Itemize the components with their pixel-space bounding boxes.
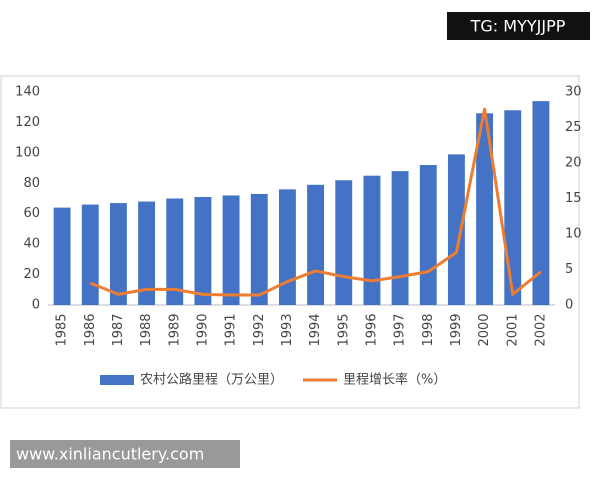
bar (391, 171, 409, 305)
y-tick-label: 140 (15, 85, 40, 100)
x-tick-label: 1987 (111, 313, 126, 346)
y-tick-label: 80 (23, 176, 40, 191)
bar (447, 154, 465, 305)
x-tick-label: 1992 (252, 313, 267, 346)
x-tick-label: 1999 (449, 313, 464, 346)
y-tick-label: 100 (15, 145, 40, 160)
x-tick-label: 1989 (167, 313, 182, 346)
bar (307, 184, 325, 305)
bar (335, 180, 353, 305)
bar (504, 110, 522, 305)
plot: 0 20 40 60 80 100 120 140 0 5 10 15 20 25 30 1985 1986 19… (15, 85, 581, 388)
y2-tick-label: 25 (565, 120, 582, 135)
line (89, 107, 542, 297)
x-tick-label: 1998 (421, 313, 436, 346)
y-tick-label: 20 (23, 267, 40, 282)
watermark-box (447, 12, 590, 40)
x-tick-label: 1986 (83, 313, 98, 346)
y2-tick-label: 20 (565, 156, 582, 171)
bar (53, 207, 71, 305)
x-tick-label: 2001 (505, 313, 520, 346)
x-tick-label: 1994 (308, 313, 323, 346)
watermark-box (10, 440, 240, 468)
x-tick-label: 1988 (139, 313, 154, 346)
bar (194, 196, 212, 305)
y-tick-label: 40 (23, 237, 40, 252)
bar (532, 101, 550, 305)
bar (278, 189, 296, 305)
x-tick-label: 1991 (224, 313, 239, 346)
legend-label: 里程增长率（%） (343, 372, 446, 388)
bar (81, 204, 99, 305)
x-tick-label: 2002 (533, 313, 548, 346)
x-tick-label: 1995 (336, 313, 351, 346)
bar (166, 198, 184, 305)
bar (222, 195, 240, 305)
x-tick-label: 2000 (477, 313, 492, 346)
x-tick-label: 1985 (55, 313, 70, 346)
watermark: TG: MYYJJPP (470, 17, 566, 36)
legend-label: 农村公路里程（万公里） (140, 372, 283, 388)
legend-swatch (100, 375, 134, 385)
bar (476, 113, 494, 305)
bar (419, 165, 437, 305)
x-tick-label: 1993 (280, 313, 295, 346)
bar (109, 203, 127, 305)
y2-tick-label: 15 (565, 191, 582, 206)
x-tick-label: 1990 (195, 313, 210, 346)
y-tick-label: 60 (23, 206, 40, 221)
x-tick-label: 1996 (364, 313, 379, 346)
x-tick-label: 1997 (393, 313, 408, 346)
watermark: www.xinliancutlery.com (16, 445, 204, 464)
bar (250, 193, 268, 305)
y-tick-label: 0 (32, 298, 40, 313)
y2-tick-label: 30 (565, 85, 582, 100)
y2-tick-label: 10 (565, 227, 582, 242)
bar (363, 175, 381, 305)
y-tick-label: 120 (15, 115, 40, 130)
bar (138, 201, 156, 305)
y2-tick-label: 5 (565, 262, 573, 277)
y2-tick-label: 0 (565, 298, 573, 313)
